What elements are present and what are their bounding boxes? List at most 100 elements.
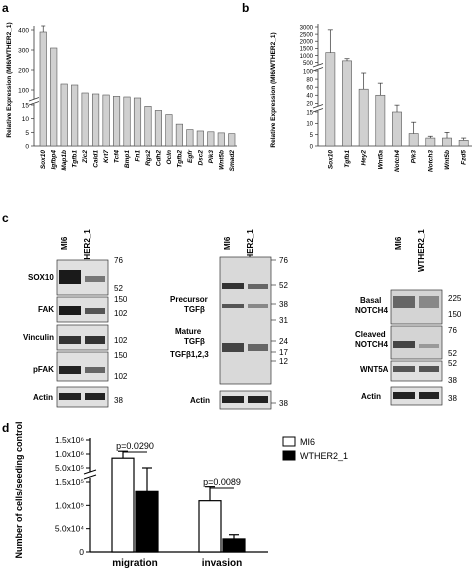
b-cat-label-notch3: Notch3 [427, 150, 434, 172]
b-bar-notch3 [425, 137, 436, 147]
d-cat-label-migration: migration [112, 558, 158, 569]
d-bar-migration-wther2_1 [135, 490, 159, 553]
b-ytick-label-mid-4: 100 [303, 69, 314, 75]
label-cleaved: Cleaved [355, 330, 386, 339]
a-cat-label-cdh2: Cdh2 [155, 150, 162, 167]
a-ytick-label-low-2: 10 [22, 116, 30, 123]
a-bar-zic2 [81, 92, 89, 147]
right-mw-actin-38: 38 [448, 394, 457, 403]
d-cat-label-invasion: invasion [202, 558, 243, 569]
band-pfak-mi6 [59, 366, 81, 374]
b-ytick-label-top-0: 500 [303, 61, 314, 67]
b-bar-wnt5b [442, 137, 452, 147]
a-axis-break-slash-1 [28, 97, 40, 102]
mid-mw-12: 12 [279, 357, 288, 366]
a-cat-label-map1b: Map1b [61, 150, 68, 171]
right-lane-label-wther2: WTHER2_1 [417, 229, 426, 272]
panel-a: a Relative Expression (MI6/WTHER2_1) 100… [2, 1, 238, 171]
mid-mw-38: 38 [279, 300, 288, 309]
band-fak-mi6 [59, 306, 81, 315]
blot-label-sox10: SOX10 [28, 273, 54, 282]
a-ytick-label-up-0: 100 [18, 88, 29, 95]
mid-lane-label-mi6: MI6 [223, 236, 232, 250]
b-cat-label-wnt5b: Wnt5b [444, 150, 451, 170]
panel-d: d Number of cells/seeding control 1.5x10… [2, 421, 348, 569]
right-mw-150: 150 [448, 310, 462, 319]
panel-a-ylabel: Relative Expression (MI6/WTHER2_1) [6, 22, 13, 137]
a-bar-sox10 [39, 31, 47, 147]
b-ytick-label-mid-3: 80 [306, 77, 313, 83]
blot-label-vinculin: Vinculin [23, 333, 54, 342]
a-bar-ocln [165, 114, 173, 147]
a-cat-label-igfbp4: Igfbp4 [51, 150, 58, 170]
d-ytick-label-1: 1.0x10⁶ [55, 449, 84, 459]
b-ytick-label-bot-3: 15 [306, 110, 313, 116]
right-mw-225: 225 [448, 294, 462, 303]
a-cat-label-tgfb2: Tgfb2 [176, 150, 183, 168]
panel-letter-d: d [2, 421, 9, 435]
band-tgfb-mature-wther2 [248, 344, 268, 351]
label-notch4-2: NOTCH4 [355, 340, 388, 349]
a-cat-label-krt7: Krt7 [103, 150, 110, 163]
d-pvalue-label-0: p=0.0290 [116, 441, 154, 451]
a-cat-label-sox10: Sox10 [40, 150, 47, 170]
b-ytick-label-mid-1: 40 [306, 94, 313, 100]
a-bar-dsc2 [196, 130, 204, 147]
blot-actin-right [390, 386, 443, 406]
mid-mw-17: 17 [279, 348, 288, 357]
a-bar-fn1 [133, 97, 142, 147]
blot-left: MI6 WTHER2_1 SOX10 76 52 FAK 150 102 Vin… [23, 229, 128, 408]
b-cat-label-hey2: Hey2 [361, 150, 368, 166]
panel-b-bars [325, 29, 469, 147]
b-bar-notch4 [392, 111, 402, 147]
blot-label-pfak: pFAK [33, 365, 54, 374]
a-cat-label-tgfb1: Tgfb1 [72, 150, 79, 168]
a-bar-cdh2 [154, 110, 162, 147]
blot-label-actin-right: Actin [361, 392, 381, 401]
b-axis-break-1-mask [314, 106, 322, 111]
a-bar-smad2 [228, 133, 236, 147]
a-cat-label-rgs2: Rgs2 [145, 150, 152, 166]
band-cleaved-wther2 [419, 344, 439, 348]
d-bar-invasion-wther2_1 [222, 538, 246, 553]
b-bar-hey2 [358, 88, 369, 147]
b-axis-break-0-slash-2 [312, 67, 324, 72]
blot-actin-left [56, 386, 109, 408]
label-mature: Mature [175, 327, 202, 336]
label-precursor: Precursor [170, 295, 208, 304]
panel-a-tick-labels: 100 200 300 400 0 5 10 15 [18, 28, 29, 151]
b-ytick-label-bot-2: 10 [306, 122, 313, 128]
d-ytick-label-4: 1.0x10⁵ [55, 500, 84, 510]
a-bar-wnt5b [217, 132, 225, 147]
a-ytick-label-up-1: 200 [18, 68, 29, 75]
a-bar-tcf4 [113, 96, 121, 147]
panel-a-bars [39, 25, 236, 147]
blot-tgfb [219, 256, 272, 385]
a-bar-tgfb2 [175, 123, 183, 147]
d-legend-swatch-wther2_1 [282, 450, 296, 461]
b-bar-fzd5 [458, 140, 469, 147]
d-break-band [84, 472, 272, 478]
mw-52: 52 [114, 284, 123, 293]
mw-150: 150 [114, 295, 128, 304]
a-cat-label-pik3: Pik3 [208, 150, 215, 164]
a-ytick-label-low-3: 15 [22, 103, 30, 110]
mw-102c: 102 [114, 372, 128, 381]
b-axis-break-1-slash-2 [312, 108, 324, 113]
d-ytick-label-2: 5.0x10⁵ [55, 463, 84, 473]
d-break-slash-2 [83, 474, 97, 480]
panel-letter-c: c [2, 211, 9, 225]
label-basal: Basal [360, 296, 381, 305]
blot-middle: MI6 WTHER2_1 Precursor TGFβ Mature TGFβ … [170, 229, 288, 410]
panel-d-tick-labels: 1.5x10⁶ 1.0x10⁶ 5.0x10⁵ 1.5x10⁵ 1.0x10⁵ 5.0x1… [55, 435, 85, 557]
mid-mw-31: 31 [279, 316, 288, 325]
mid-mw-52: 52 [279, 281, 288, 290]
b-ytick-label-top-1: 1000 [300, 54, 314, 60]
b-bar-tgfb1 [342, 60, 352, 147]
b-cat-label-sox10: Sox10 [327, 150, 334, 170]
a-ytick-label-up-3: 400 [18, 28, 29, 35]
a-ytick-label-up-2: 300 [18, 48, 29, 55]
band-basal-wther2 [419, 296, 439, 308]
b-cat-label-notch4: Notch4 [394, 150, 401, 172]
